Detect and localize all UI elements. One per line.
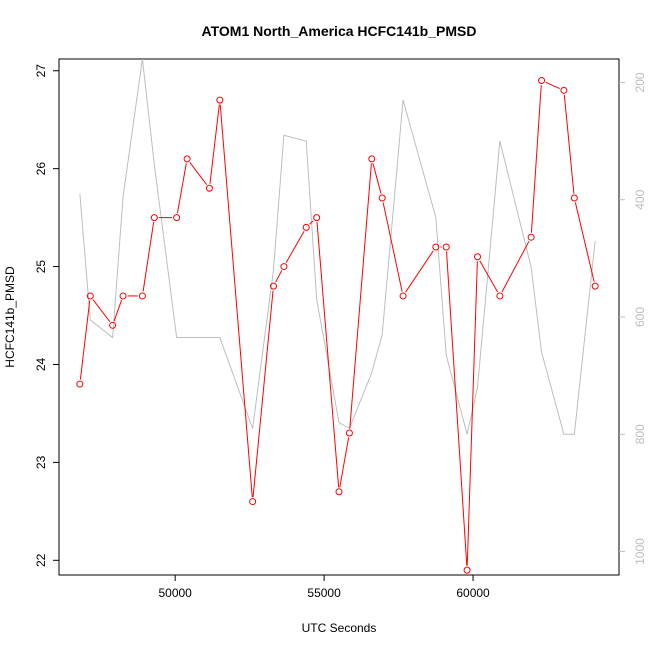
data-point xyxy=(302,223,310,231)
data-point xyxy=(313,214,321,222)
data-point xyxy=(591,282,599,290)
series-segment xyxy=(574,202,595,282)
data-point xyxy=(474,253,482,261)
data-point xyxy=(138,292,146,300)
data-point xyxy=(399,292,407,300)
series-line xyxy=(79,59,596,435)
data-point xyxy=(86,292,94,300)
data-point xyxy=(205,184,213,192)
y-tick-label: 23 xyxy=(34,455,48,469)
data-point xyxy=(570,194,578,202)
x-tick-label: 55000 xyxy=(307,586,341,600)
data-point xyxy=(249,498,257,506)
series-segment xyxy=(372,163,382,194)
data-point xyxy=(216,96,224,104)
series-segment xyxy=(479,260,499,293)
data-point xyxy=(442,243,450,251)
series-segment xyxy=(92,299,111,323)
chart-title: ATOM1 North_America HCFC141b_PMSD xyxy=(202,23,477,39)
data-point xyxy=(560,86,568,94)
y2-tick-label: 600 xyxy=(633,307,647,327)
x-axis: 50000 55000 60000 xyxy=(158,575,490,600)
data-point xyxy=(527,233,535,241)
y-tick-label: 24 xyxy=(34,357,48,371)
y-axis-right: 200 400 600 800 1000 xyxy=(619,72,647,565)
series-segment xyxy=(309,220,314,225)
series-segment xyxy=(79,300,91,380)
y2-tick-label: 400 xyxy=(633,189,647,209)
y2-tick-label: 200 xyxy=(633,72,647,92)
series-layer xyxy=(76,59,599,574)
series-segment xyxy=(466,261,478,566)
series-segment xyxy=(530,84,542,233)
series-segment xyxy=(545,81,560,89)
data-point xyxy=(463,566,471,574)
series-segment xyxy=(382,202,403,292)
y2-tick-label: 1000 xyxy=(633,538,647,565)
data-point xyxy=(335,488,343,496)
x-axis-label: UTC Seconds xyxy=(302,621,377,635)
series-segment xyxy=(349,163,372,429)
data-point xyxy=(76,380,84,388)
data-point xyxy=(496,292,504,300)
series-segment xyxy=(142,221,155,292)
y-tick-label: 27 xyxy=(34,64,48,78)
data-point xyxy=(345,429,353,437)
series-segment xyxy=(285,231,305,263)
data-point xyxy=(183,155,191,163)
series-segment xyxy=(339,437,350,488)
y-tick-label: 26 xyxy=(34,162,48,176)
series-segment xyxy=(405,250,434,293)
series-segment xyxy=(501,240,530,293)
data-point xyxy=(173,214,181,222)
y-axis-left: 22 23 24 25 26 27 xyxy=(34,64,59,567)
series-segment xyxy=(316,222,340,488)
data-point xyxy=(432,243,440,251)
y-axis-label: HCFC141b_PMSD xyxy=(3,266,17,368)
series-segment xyxy=(563,94,575,194)
data-point xyxy=(280,263,288,271)
series-segment xyxy=(219,104,253,498)
y2-tick-label: 800 xyxy=(633,424,647,444)
data-point xyxy=(119,292,127,300)
series-segment xyxy=(209,104,220,184)
series-segment xyxy=(252,290,274,498)
series-segment xyxy=(275,270,283,283)
series-segment xyxy=(113,300,123,322)
data-point xyxy=(109,321,117,329)
series-segment xyxy=(189,162,208,185)
y-tick-label: 22 xyxy=(34,553,48,567)
data-point xyxy=(538,77,546,85)
series-segment xyxy=(446,251,468,566)
data-point xyxy=(269,282,277,290)
y-tick-label: 25 xyxy=(34,260,48,274)
data-point xyxy=(368,155,376,163)
series-segment xyxy=(176,163,187,214)
x-tick-label: 60000 xyxy=(456,586,490,600)
data-point xyxy=(378,194,386,202)
x-tick-label: 50000 xyxy=(158,586,192,600)
data-point xyxy=(150,214,158,222)
plot-box xyxy=(58,58,620,576)
